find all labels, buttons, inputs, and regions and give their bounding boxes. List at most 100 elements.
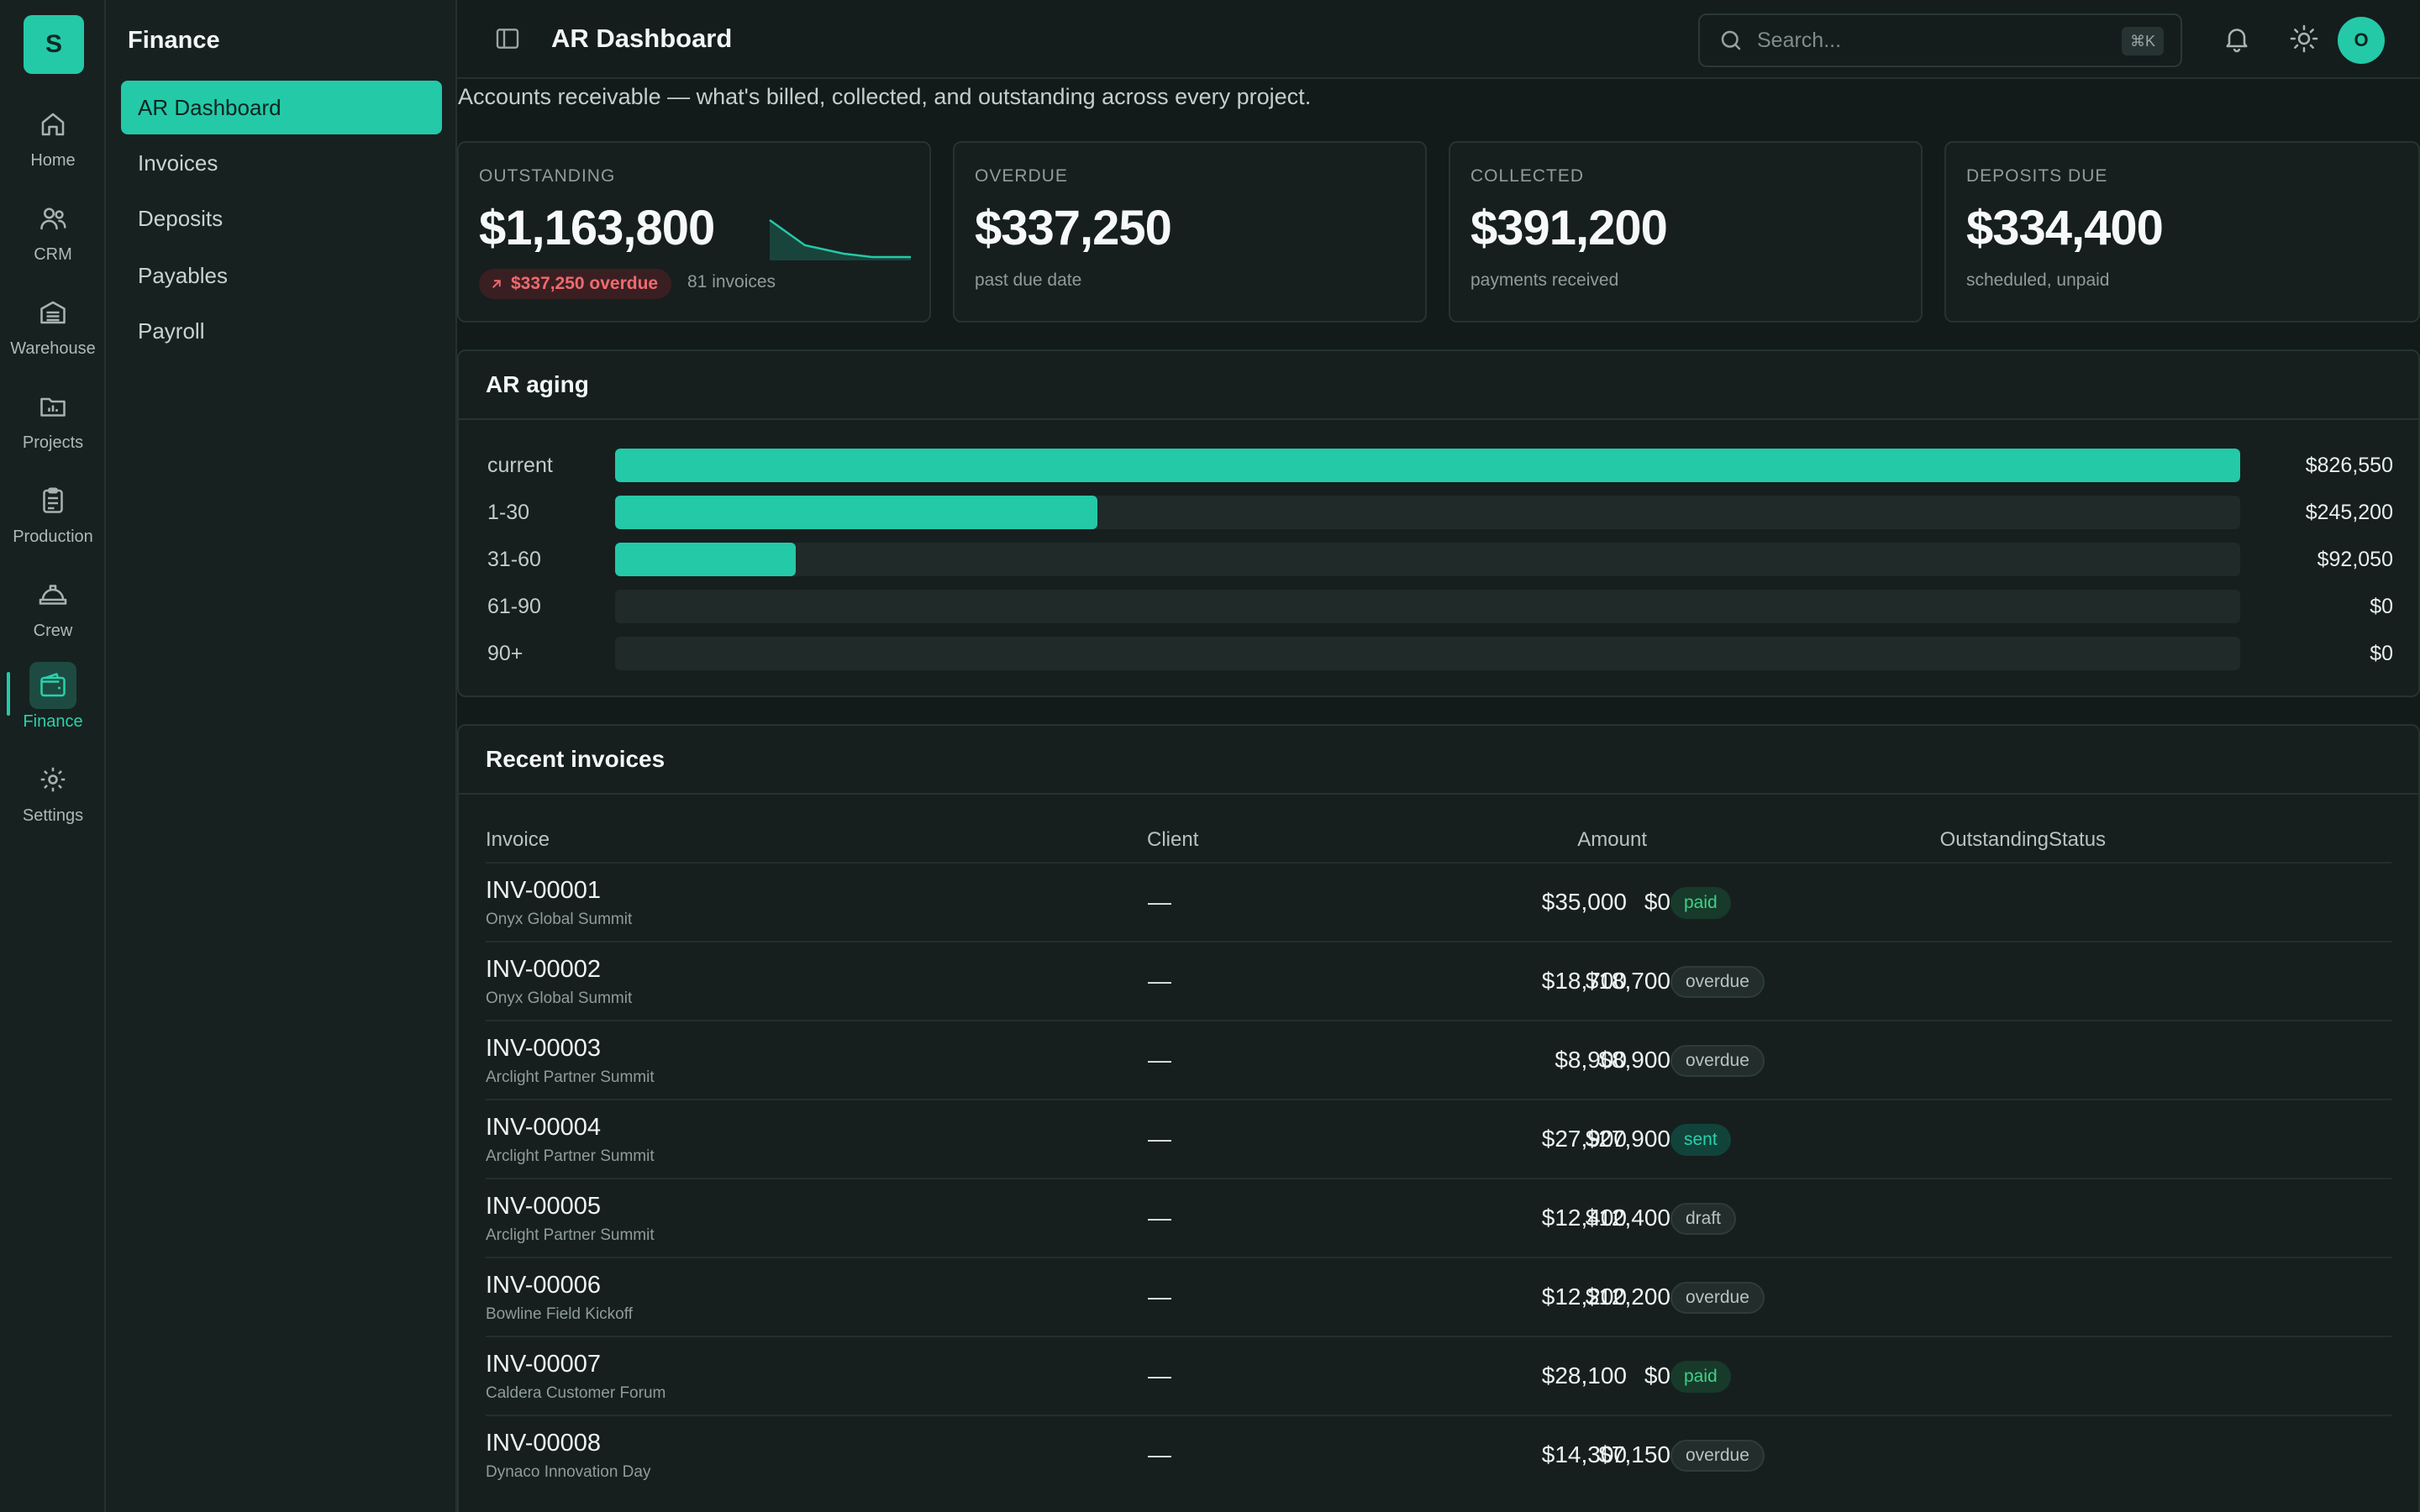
nav-item-payables[interactable]: Payables [138, 262, 228, 288]
invoice-row[interactable]: INV-00001 Onyx Global Summit — $35,000 $0 pai… [486, 862, 2391, 941]
invoice-number[interactable]: INV-00005 [486, 1193, 602, 1220]
search-icon [1721, 30, 1741, 50]
bell-icon[interactable] [2222, 24, 2252, 54]
invoice-number[interactable]: INV-00003 [486, 1035, 602, 1062]
invoice-number[interactable]: INV-00002 [486, 956, 602, 983]
overdue-badge: $337,250 overdue [479, 269, 672, 299]
invoice-number[interactable]: INV-00001 [486, 877, 602, 904]
app-logo[interactable]: S [24, 15, 84, 74]
top-bar: AR Dashboard ⌘K O [457, 0, 2420, 79]
invoice-number[interactable]: INV-00006 [486, 1272, 602, 1299]
kpi-label: COLLECTED [1470, 166, 1585, 186]
rail-item-home[interactable]: Home [0, 101, 106, 185]
column-header-invoice[interactable]: Invoice [486, 828, 550, 851]
rail-label: Production [13, 528, 93, 546]
rail-item-settings[interactable]: Settings [0, 756, 106, 840]
invoice-number[interactable]: INV-00004 [486, 1114, 602, 1141]
invoice-client: — [1148, 1362, 1171, 1389]
search-input[interactable] [1757, 28, 2093, 53]
aging-amount: $0 [2370, 642, 2393, 665]
invoice-number[interactable]: INV-00007 [486, 1351, 602, 1378]
aging-row: current $826,550 [459, 449, 2420, 482]
rail-label: Warehouse [10, 339, 96, 358]
aging-bar-track [615, 543, 2240, 576]
kpi-card-overdue: OVERDUE $337,250 past due date [953, 141, 1427, 323]
arrow-up-right-icon [492, 280, 501, 288]
invoice-client: — [1148, 1205, 1171, 1231]
invoice-number[interactable]: INV-00008 [486, 1430, 602, 1457]
user-avatar[interactable]: O [2338, 17, 2385, 64]
hardhat-icon [29, 571, 76, 618]
column-header-client[interactable]: Client [1147, 828, 1199, 851]
invoice-amount: $28,100 [1541, 1362, 1627, 1389]
recent-invoices-card: Recent invoices [457, 724, 2420, 1512]
nav-item-ar-dashboard[interactable]: AR Dashboard [121, 81, 442, 134]
aging-amount: $826,550 [2305, 454, 2393, 477]
invoice-outstanding: $12,400 [1585, 1205, 1670, 1231]
status-badge: paid [1670, 1361, 1731, 1393]
status-badge: overdue [1670, 966, 1765, 998]
invoice-row[interactable]: INV-00008 Dynaco Innovation Day — $14,300 $7… [486, 1415, 2391, 1494]
rail-label: Home [30, 151, 76, 170]
invoice-outstanding: $18,700 [1585, 968, 1670, 994]
status-badge: overdue [1670, 1045, 1765, 1077]
invoice-project: Arclight Partner Summit [486, 1226, 655, 1244]
invoice-amount: $35,000 [1541, 889, 1627, 915]
aging-row: 1-30 $245,200 [459, 496, 2420, 529]
invoice-row[interactable]: INV-00004 Arclight Partner Summit — $27,900… [486, 1099, 2391, 1178]
invoice-amount: $14,300 [1541, 1441, 1627, 1467]
rail-item-crew[interactable]: Crew [0, 571, 106, 655]
invoice-row[interactable]: INV-00002 Onyx Global Summit — $18,700 $18,7… [486, 941, 2391, 1020]
invoice-outstanding: $0 [1644, 889, 1670, 915]
kpi-card-collected: COLLECTED $391,200 payments received [1449, 141, 1923, 323]
invoice-row[interactable]: INV-00005 Arclight Partner Summit — $12,400… [486, 1178, 2391, 1257]
nav-item-invoices[interactable]: Invoices [138, 150, 218, 176]
invoice-row[interactable]: INV-00007 Caldera Customer Forum — $28,100 $… [486, 1336, 2391, 1415]
recent-invoices-title: Recent invoices [459, 726, 2418, 795]
aging-label: current [487, 454, 553, 477]
column-header-outstanding[interactable]: Outstanding [1939, 828, 2049, 851]
aging-label: 31-60 [487, 548, 541, 571]
invoice-project: Onyx Global Summit [486, 990, 633, 1007]
status-badge: paid [1670, 887, 1731, 919]
aging-row: 61-90 $0 [459, 590, 2420, 623]
outstanding-sparkline [769, 218, 911, 260]
nav-item-payroll[interactable]: Payroll [138, 318, 205, 344]
invoice-outstanding: $7,150 [1598, 1441, 1670, 1467]
page-title: AR Dashboard [551, 24, 733, 53]
kpi-sub: scheduled, unpaid [1966, 270, 2110, 290]
page-subtitle: Accounts receivable — what's billed, col… [458, 84, 1312, 109]
rail-item-finance[interactable]: Finance [0, 662, 106, 746]
column-header-status[interactable]: Status [2049, 828, 2107, 851]
invoice-client: — [1148, 889, 1171, 915]
kpi-sub: past due date [975, 270, 1082, 290]
invoice-amount: $12,400 [1541, 1205, 1627, 1231]
invoice-row[interactable]: INV-00003 Arclight Partner Summit — $8,900 $… [486, 1020, 2391, 1099]
rail-item-projects[interactable]: Projects [0, 383, 106, 467]
search-box[interactable]: ⌘K [1698, 13, 2182, 67]
invoice-count: 81 invoices [687, 272, 776, 291]
invoice-project: Bowline Field Kickoff [486, 1305, 633, 1323]
invoice-amount: $12,200 [1541, 1284, 1627, 1310]
gear-icon [29, 756, 76, 803]
ar-aging-title: AR aging [459, 351, 2418, 420]
column-header-amount[interactable]: Amount [1577, 828, 1647, 851]
kpi-sub: payments received [1470, 270, 1619, 290]
rail-item-production[interactable]: Production [0, 477, 106, 561]
clipboard-icon [29, 477, 76, 524]
aging-bar-track [615, 496, 2240, 529]
sun-icon[interactable] [2289, 24, 2319, 54]
finance-sidebar: Finance AR Dashboard Invoices Deposits P… [106, 0, 457, 1512]
wallet-icon [29, 662, 76, 709]
invoice-row[interactable]: INV-00006 Bowline Field Kickoff — $12,200 $1… [486, 1257, 2391, 1336]
kpi-card-outstanding: OUTSTANDING $1,163,800 $337,250 overdue … [457, 141, 931, 323]
rail-item-crm[interactable]: CRM [0, 195, 106, 279]
aging-label: 1-30 [487, 501, 530, 524]
invoice-project: Onyx Global Summit [486, 911, 633, 928]
kpi-value: $1,163,800 [479, 201, 715, 255]
sidebar-toggle-icon[interactable] [494, 25, 521, 52]
aging-bar [615, 449, 2240, 482]
nav-item-deposits[interactable]: Deposits [138, 205, 224, 231]
invoice-amount: $8,900 [1555, 1047, 1627, 1073]
rail-item-warehouse[interactable]: Warehouse [0, 289, 106, 373]
